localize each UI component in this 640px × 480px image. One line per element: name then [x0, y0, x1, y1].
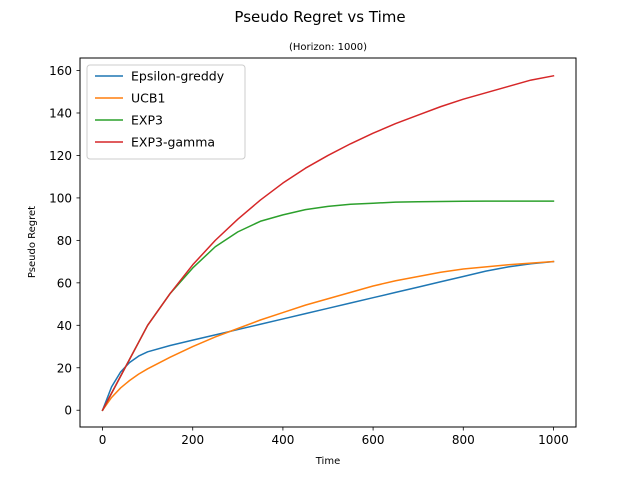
y-tick-label: 20 — [57, 361, 72, 375]
y-tick-label: 140 — [49, 106, 72, 120]
series-lines — [101, 74, 555, 412]
legend-label: EXP3-gamma — [131, 135, 215, 150]
y-tick-label: 160 — [49, 64, 72, 78]
legend-label: EXP3 — [131, 113, 163, 128]
y-tick-label: 0 — [64, 404, 72, 418]
chart-title: Pseudo Regret vs Time — [234, 8, 405, 26]
y-tick-label: 80 — [57, 234, 72, 248]
x-tick-label: 600 — [362, 433, 385, 447]
x-axis-label: Time — [315, 456, 340, 467]
y-tick-label: 40 — [57, 319, 72, 333]
series-line-3 — [101, 74, 555, 412]
y-tick-label: 120 — [49, 149, 72, 163]
y-axis-ticks: 0 20 40 60 80 100 120 140 160 — [49, 64, 80, 418]
chart-subtitle: (Horizon: 1000) — [289, 42, 367, 53]
x-tick-label: 200 — [181, 433, 204, 447]
x-tick-label: 1000 — [538, 433, 569, 447]
y-tick-label: 60 — [57, 276, 72, 290]
x-tick-label: 0 — [99, 433, 107, 447]
legend: Epsilon-greddy UCB1 EXP3 EXP3-gamma — [86, 64, 246, 160]
legend-label: UCB1 — [131, 91, 165, 106]
legend-label: Epsilon-greddy — [131, 69, 225, 84]
series-line-1 — [101, 260, 555, 412]
legend-box — [86, 64, 246, 160]
x-tick-label: 800 — [452, 433, 475, 447]
y-axis-label: Pseudo Regret — [27, 206, 38, 278]
series-line-2 — [101, 200, 555, 412]
plot-frame — [79, 57, 577, 428]
x-axis-ticks: 0 200 400 600 800 1000 — [99, 427, 569, 447]
x-tick-label: 400 — [271, 433, 294, 447]
y-tick-label: 100 — [49, 191, 72, 205]
series-line-0 — [101, 260, 555, 412]
